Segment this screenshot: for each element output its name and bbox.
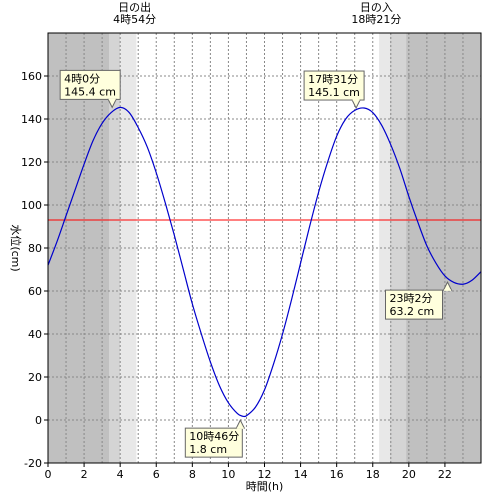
y-tick-label: 140 [21,113,42,126]
x-tick-label: 8 [189,468,196,481]
x-axis-title: 時間(h) [246,480,284,493]
sunrise-title: 日の出 [118,0,151,14]
annotation-box [59,69,121,100]
series-group [47,106,482,418]
series-line [47,106,482,418]
x-tick-label: 10 [221,468,235,481]
grid [48,33,481,463]
y-tick-label: 80 [28,242,42,255]
x-tick-label: 4 [117,468,124,481]
annotation-time: 10時46分 [189,430,239,443]
y-tick-label: 60 [28,285,42,298]
x-tick-label: 6 [153,468,160,481]
y-tick-label: -20 [24,457,42,470]
y-tick-label: 120 [21,156,42,169]
x-tick-label: 0 [45,468,52,481]
x-tick-label: 22 [438,468,452,481]
annotation-value: 1.8 cm [189,443,227,456]
y-tick-label: 160 [21,70,42,83]
x-tick-label: 12 [258,468,272,481]
sunset-time: 18時21分 [351,13,401,26]
y-tick-label: 0 [35,414,42,427]
x-tick-label: 16 [330,468,344,481]
x-tick-label: 2 [81,468,88,481]
sunset-title: 日の入 [360,1,393,14]
x-tick-label: 18 [366,468,380,481]
sunrise-time: 4時54分 [113,13,156,26]
annotation-box [184,427,243,458]
night-morning [48,33,110,463]
y-tick-label: 20 [28,371,42,384]
x-tick-label: 20 [402,468,416,481]
annotation-time: 17時31分 [308,73,358,86]
annotation-box [303,70,365,101]
twilight-evening-2 [389,33,407,463]
annotation-time: 23時2分 [389,292,432,305]
annotation-box [384,289,443,320]
annotation-time: 4時0分 [64,72,100,85]
annotation-value: 145.4 cm [64,85,116,98]
y-tick-label: 40 [28,328,42,341]
twilight-morning-1 [109,33,121,463]
annotation-value: 145.1 cm [308,86,360,99]
y-tick-label: 100 [21,199,42,212]
y-axis-title: 水位(cm) [9,224,23,271]
annotation-value: 63.2 cm [389,305,434,318]
x-tick-label: 14 [294,468,308,481]
